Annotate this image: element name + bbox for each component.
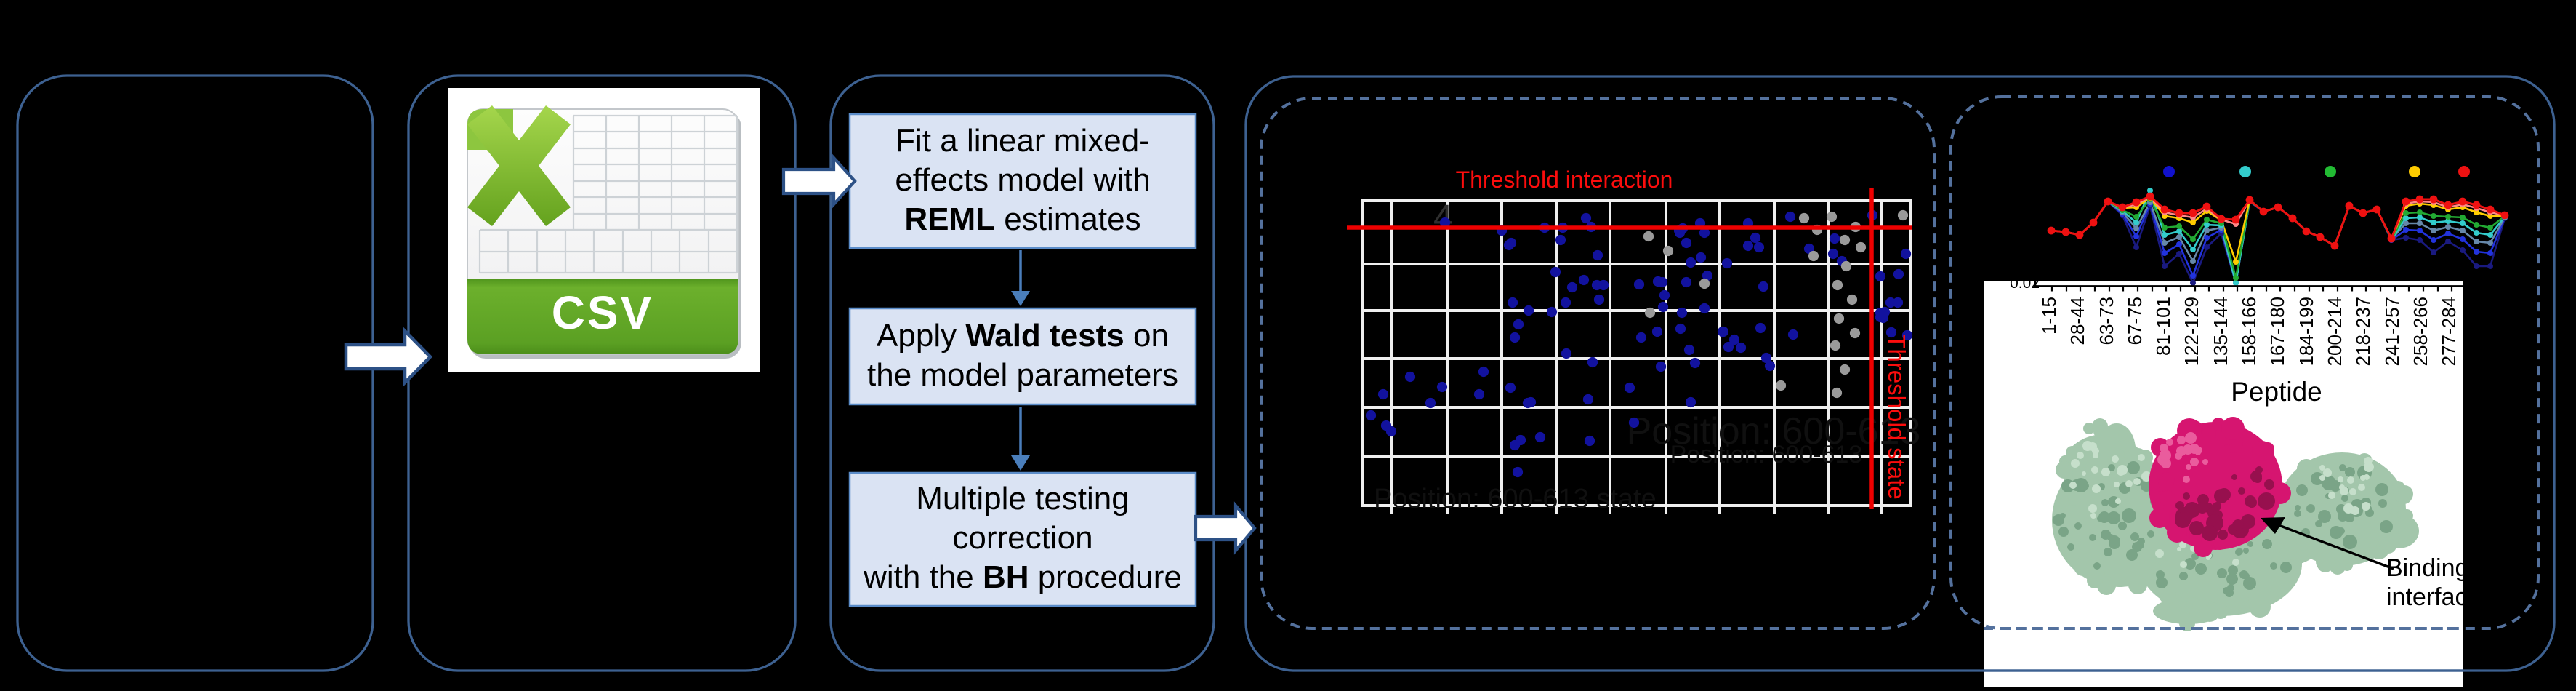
svg-text:1-15: 1-15 [2038,297,2060,335]
svg-text:158-166: 158-166 [2238,297,2260,366]
svg-text:Position: 600-613 state: Position: 600-613 state [1374,484,1657,514]
svg-text:241-257: 241-257 [2381,297,2403,366]
svg-text:Fit a linear mixed-: Fit a linear mixed- [895,123,1150,159]
svg-text:81-101: 81-101 [2152,297,2174,356]
svg-text:with the BH procedure: with the BH procedure [863,559,1182,595]
svg-text:28-44: 28-44 [2066,297,2088,346]
svg-text:135-144: 135-144 [2210,297,2231,366]
svg-text:Binding: Binding [2386,554,2468,582]
svg-text:CSV: CSV [552,287,654,339]
svg-text:63-73: 63-73 [2096,297,2117,346]
svg-text:Threshold state: Threshold state [1883,334,1910,499]
svg-text:correction: correction [952,520,1092,556]
svg-text:the model parameters: the model parameters [867,357,1178,393]
svg-text:184-199: 184-199 [2295,297,2317,366]
svg-text:0.02: 0.02 [2010,275,2040,292]
svg-text:167-180: 167-180 [2266,297,2288,366]
svg-text:122-129: 122-129 [2181,297,2202,366]
svg-text:effects model with: effects model with [895,162,1150,198]
svg-text:REML estimates: REML estimates [904,201,1140,237]
svg-text:interface: interface [2386,583,2481,611]
svg-text:200-214: 200-214 [2324,297,2346,366]
svg-text:67-75: 67-75 [2124,297,2146,346]
svg-text:Threshold interaction: Threshold interaction [1456,167,1673,193]
svg-text:Apply Wald tests on: Apply Wald tests on [877,318,1169,354]
svg-text:Peptide: Peptide [2231,377,2322,407]
svg-text:277-284: 277-284 [2438,297,2460,366]
svg-text:258-266: 258-266 [2410,297,2431,366]
svg-text:218-237: 218-237 [2352,297,2374,366]
svg-text:Position: 600-613: Position: 600-613 [1670,441,1863,468]
svg-text:Multiple testing: Multiple testing [916,481,1129,516]
